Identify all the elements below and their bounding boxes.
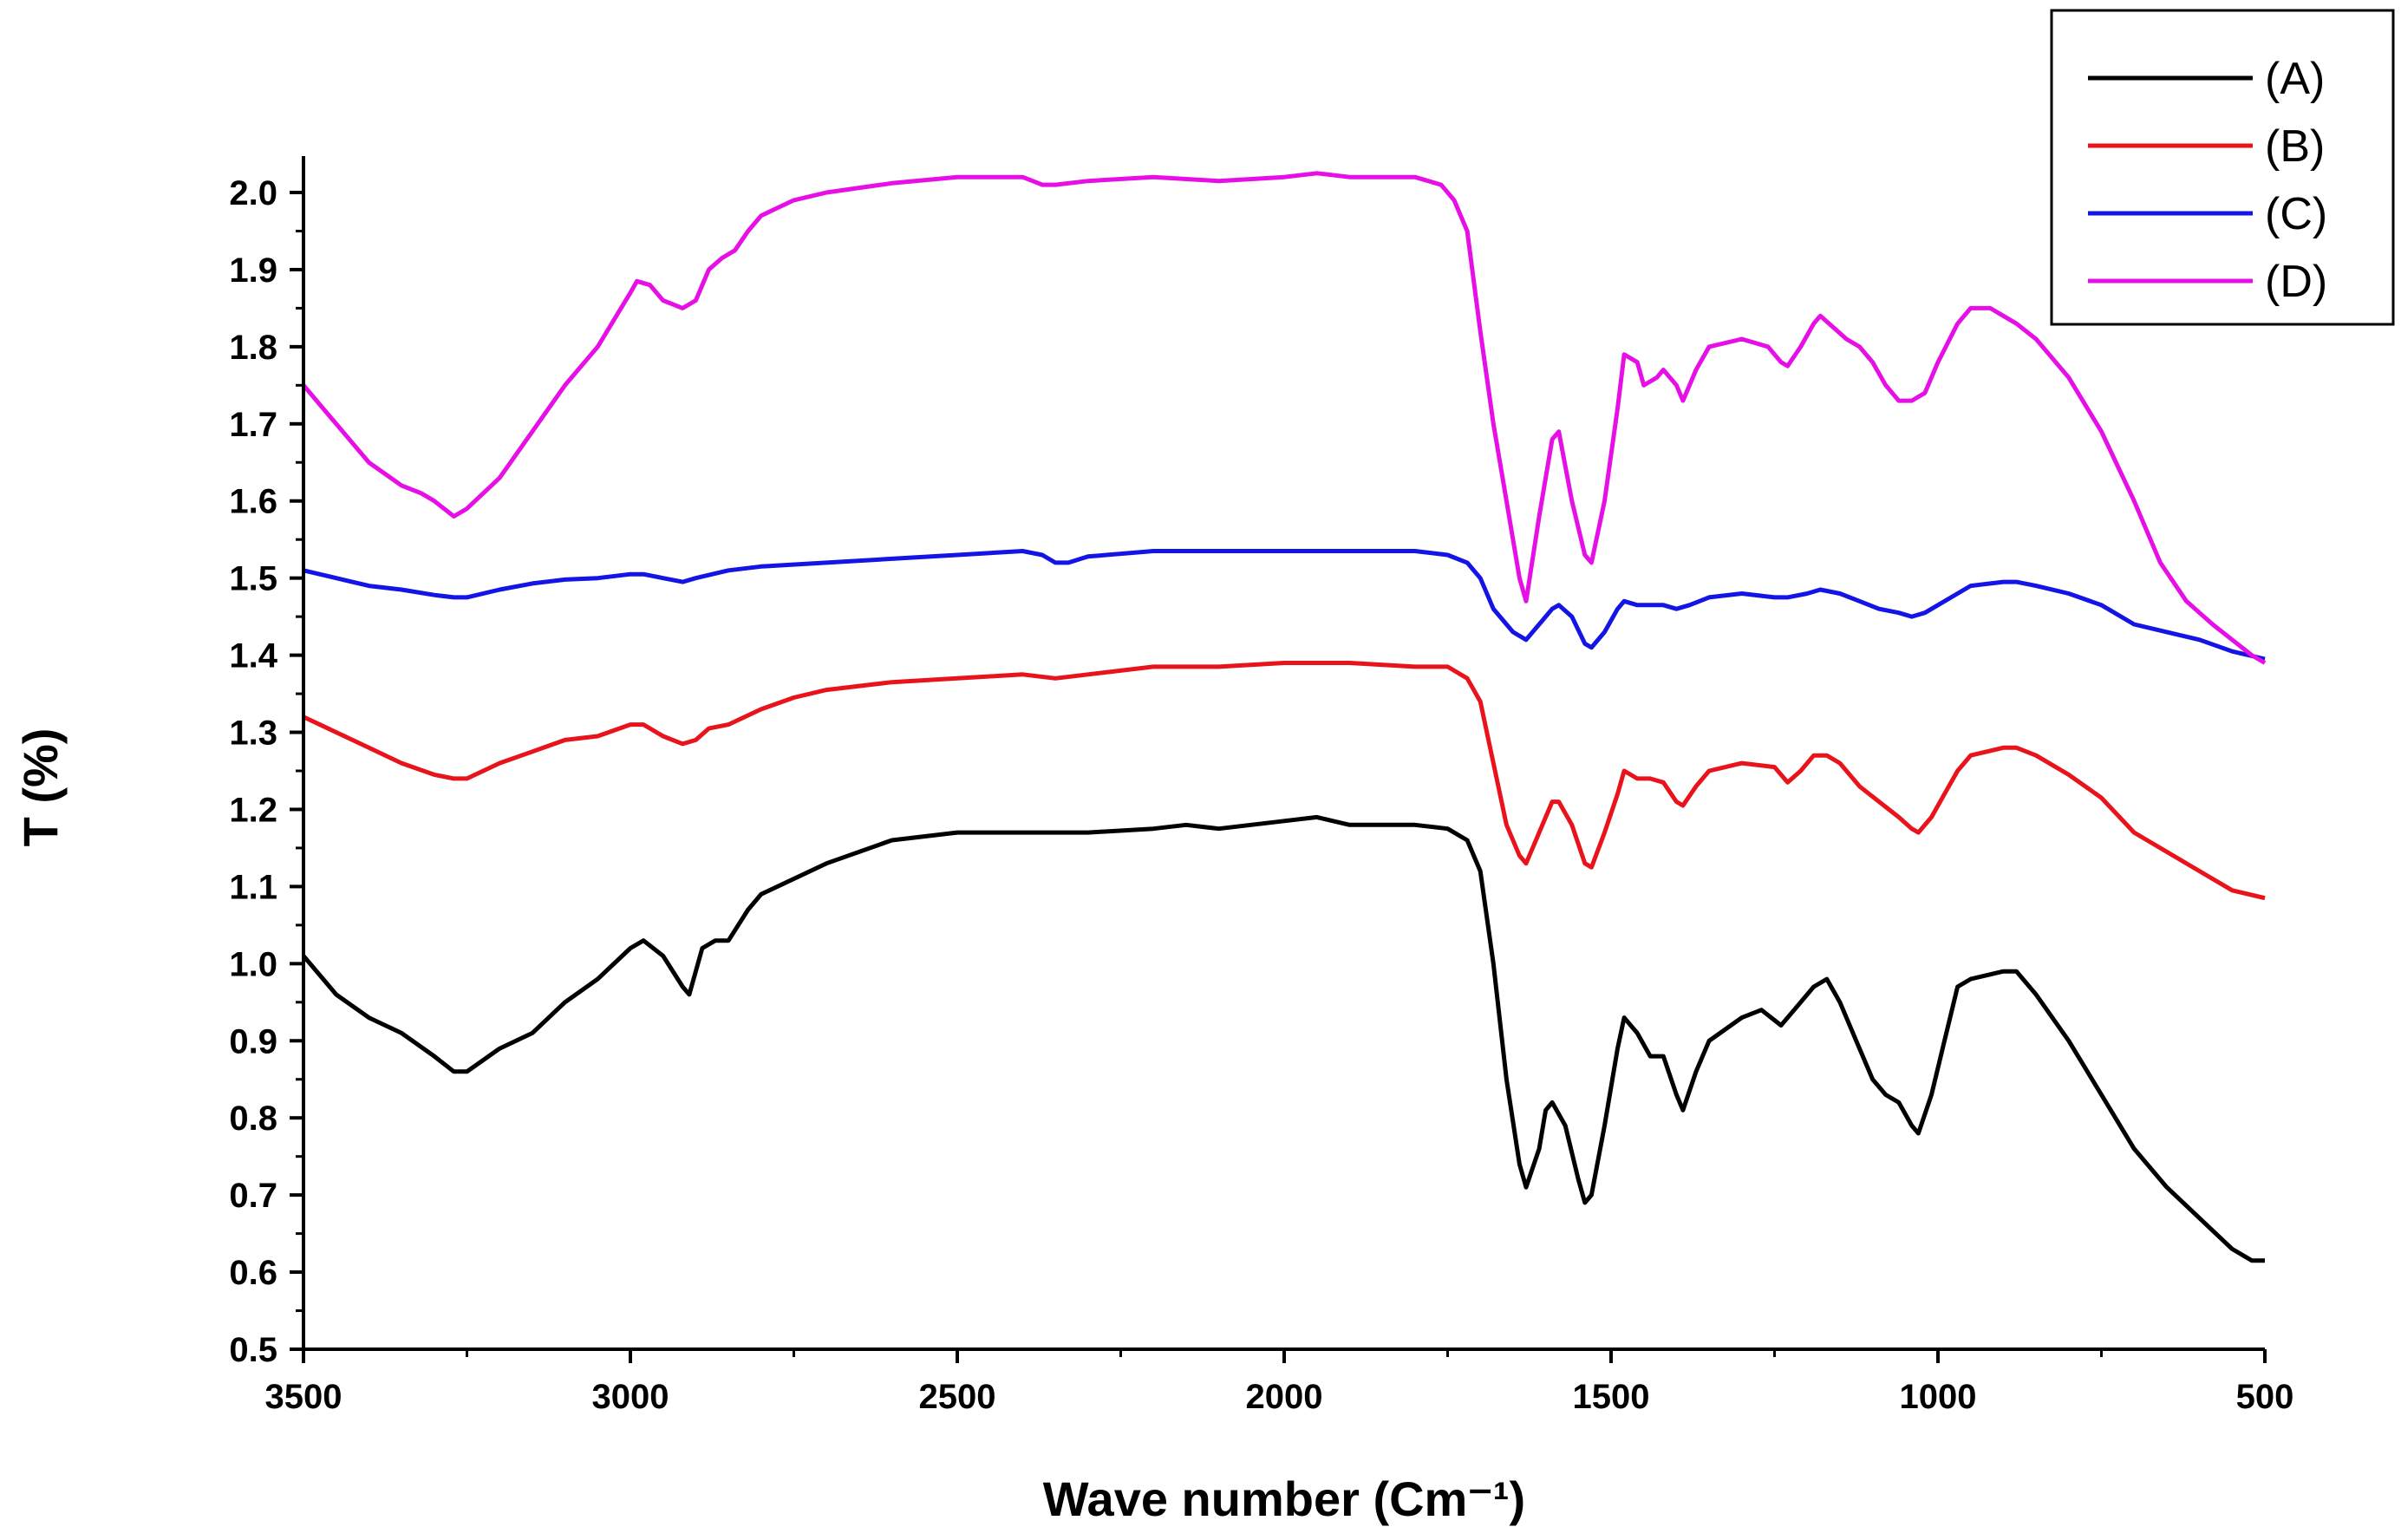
y-tick-label: 1.2	[229, 791, 277, 829]
legend: (A) (B) (C) (D)	[2050, 9, 2395, 326]
series-line-b	[302, 661, 2266, 901]
y-tick-label: 0.8	[229, 1100, 277, 1138]
y-tick-label: 0.5	[229, 1331, 277, 1369]
axes-layer: 0.5 0.6 0.7 0.8 0.9 1.0 1.1 1.2 1.3 1.4 1.5 1.6 1.7 1…	[229, 156, 2293, 1416]
series-line-c	[303, 549, 2266, 662]
x-tick-label: 500	[2236, 1378, 2294, 1416]
x-axis-title: Wave number (Cm⁻¹)	[1043, 1471, 1525, 1526]
legend-box	[2050, 9, 2395, 326]
y-tick-label: 2.0	[229, 174, 277, 212]
y-tick-label: 0.7	[229, 1177, 277, 1215]
y-tick-label: 1.1	[229, 868, 277, 906]
y-tick-label: 1.0	[229, 945, 277, 983]
legend-label: (C)	[2265, 189, 2327, 239]
x-tick-label: 2500	[919, 1378, 996, 1416]
series-line-a	[302, 814, 2265, 1263]
y-tick-label: 0.9	[229, 1022, 277, 1060]
series-layer	[302, 171, 2267, 1263]
y-tick-label: 0.6	[229, 1254, 277, 1292]
y-tick-label: 1.5	[229, 560, 277, 598]
series-line-d	[302, 171, 2267, 665]
legend-label: (B)	[2265, 121, 2325, 172]
y-tick-label: 1.7	[229, 406, 277, 444]
y-axis-title: T (%)	[13, 728, 68, 847]
legend-label: (A)	[2265, 54, 2325, 104]
y-tick-label: 1.4	[229, 637, 277, 675]
y-tick-label: 1.9	[229, 251, 277, 290]
y-ticks: 0.5 0.6 0.7 0.8 0.9 1.0 1.1 1.2 1.3 1.4 1.5 1.6 1.7 1…	[229, 174, 303, 1369]
y-tick-label: 1.8	[229, 329, 277, 367]
legend-items: (A) (B) (C) (D)	[2088, 54, 2327, 307]
y-tick-label: 1.3	[229, 715, 277, 753]
x-tick-label: 3500	[265, 1378, 343, 1416]
x-tick-label: 1000	[1900, 1378, 1977, 1416]
x-tick-label: 2000	[1246, 1378, 1323, 1416]
y-tick-label: 1.6	[229, 483, 277, 521]
x-ticks: 3500 3000 2500 2000 1500 1000 500	[265, 1349, 2294, 1416]
x-tick-label: 3000	[592, 1378, 669, 1416]
x-tick-label: 1500	[1573, 1378, 1650, 1416]
legend-label: (D)	[2265, 257, 2327, 307]
